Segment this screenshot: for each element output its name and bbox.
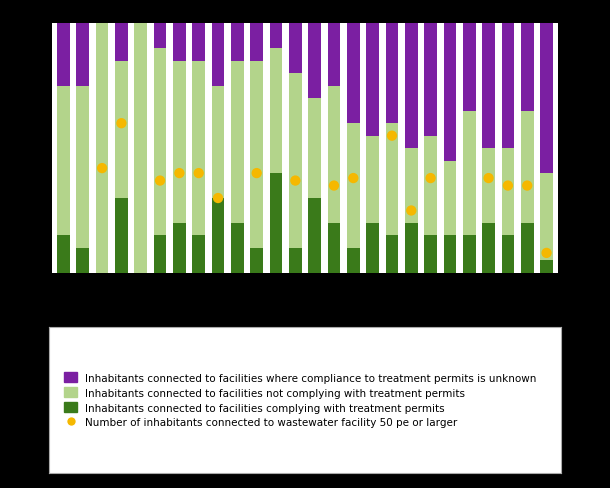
Bar bbox=[328, 24, 340, 87]
Bar bbox=[463, 236, 476, 273]
Bar bbox=[463, 112, 476, 236]
Bar bbox=[231, 62, 243, 224]
Bar bbox=[154, 24, 167, 49]
Bar bbox=[367, 224, 379, 273]
Point bbox=[484, 175, 493, 183]
Point bbox=[155, 177, 165, 185]
Bar bbox=[443, 24, 456, 161]
Bar bbox=[443, 161, 456, 236]
Bar bbox=[386, 124, 398, 236]
Bar bbox=[173, 62, 185, 224]
Bar bbox=[212, 87, 224, 199]
Bar bbox=[501, 236, 514, 273]
Bar bbox=[57, 87, 70, 236]
Bar bbox=[483, 149, 495, 224]
Bar bbox=[212, 199, 224, 273]
Bar bbox=[289, 248, 301, 273]
Bar bbox=[96, 24, 109, 273]
Bar bbox=[212, 24, 224, 87]
Point bbox=[522, 183, 532, 190]
Bar bbox=[231, 24, 243, 62]
Point bbox=[252, 170, 262, 178]
Bar bbox=[173, 224, 185, 273]
Bar bbox=[76, 24, 89, 87]
Legend: Inhabitants connected to facilities where compliance to treatment permits is unk: Inhabitants connected to facilities wher… bbox=[59, 367, 542, 433]
Bar bbox=[115, 62, 127, 199]
Bar bbox=[76, 87, 89, 248]
Bar bbox=[347, 24, 359, 124]
Bar bbox=[57, 236, 70, 273]
Bar bbox=[540, 24, 553, 174]
Point bbox=[387, 133, 397, 141]
Point bbox=[174, 170, 184, 178]
Bar bbox=[154, 236, 167, 273]
Point bbox=[426, 175, 436, 183]
Bar bbox=[521, 112, 534, 224]
Bar bbox=[521, 24, 534, 112]
Bar bbox=[540, 261, 553, 273]
Bar bbox=[328, 224, 340, 273]
Bar bbox=[289, 74, 301, 248]
Bar bbox=[309, 199, 321, 273]
Bar bbox=[309, 99, 321, 199]
Bar bbox=[289, 24, 301, 74]
Bar bbox=[367, 24, 379, 137]
Bar bbox=[115, 199, 127, 273]
Bar bbox=[443, 236, 456, 273]
Bar bbox=[76, 248, 89, 273]
Bar bbox=[425, 24, 437, 137]
Bar bbox=[270, 174, 282, 273]
Bar bbox=[192, 24, 205, 62]
Bar bbox=[483, 224, 495, 273]
Bar bbox=[405, 224, 418, 273]
Bar bbox=[386, 236, 398, 273]
Bar bbox=[425, 236, 437, 273]
Point bbox=[290, 177, 300, 185]
Bar bbox=[405, 149, 418, 224]
Bar bbox=[192, 62, 205, 236]
Bar bbox=[309, 24, 321, 99]
Bar bbox=[57, 24, 70, 87]
Bar bbox=[270, 49, 282, 174]
Bar bbox=[347, 248, 359, 273]
Bar bbox=[270, 24, 282, 49]
Bar bbox=[386, 24, 398, 124]
Point bbox=[329, 183, 339, 190]
Bar bbox=[425, 137, 437, 236]
Bar bbox=[251, 248, 263, 273]
Bar bbox=[501, 149, 514, 236]
Bar bbox=[134, 24, 147, 273]
Point bbox=[503, 183, 513, 190]
Bar bbox=[347, 124, 359, 248]
Bar bbox=[231, 224, 243, 273]
Bar bbox=[521, 224, 534, 273]
Point bbox=[194, 170, 204, 178]
Point bbox=[117, 120, 126, 128]
Bar bbox=[192, 236, 205, 273]
Bar bbox=[115, 24, 127, 62]
Point bbox=[348, 175, 358, 183]
Bar bbox=[328, 87, 340, 224]
Bar bbox=[367, 137, 379, 224]
Bar bbox=[251, 24, 263, 62]
Bar bbox=[501, 24, 514, 149]
Point bbox=[542, 249, 551, 257]
Bar bbox=[463, 24, 476, 112]
Bar bbox=[540, 174, 553, 261]
Bar bbox=[483, 24, 495, 149]
Bar bbox=[154, 49, 167, 236]
Bar bbox=[405, 24, 418, 149]
Point bbox=[406, 207, 416, 215]
Point bbox=[97, 165, 107, 173]
Bar bbox=[173, 24, 185, 62]
Point bbox=[213, 195, 223, 203]
Bar bbox=[251, 62, 263, 248]
